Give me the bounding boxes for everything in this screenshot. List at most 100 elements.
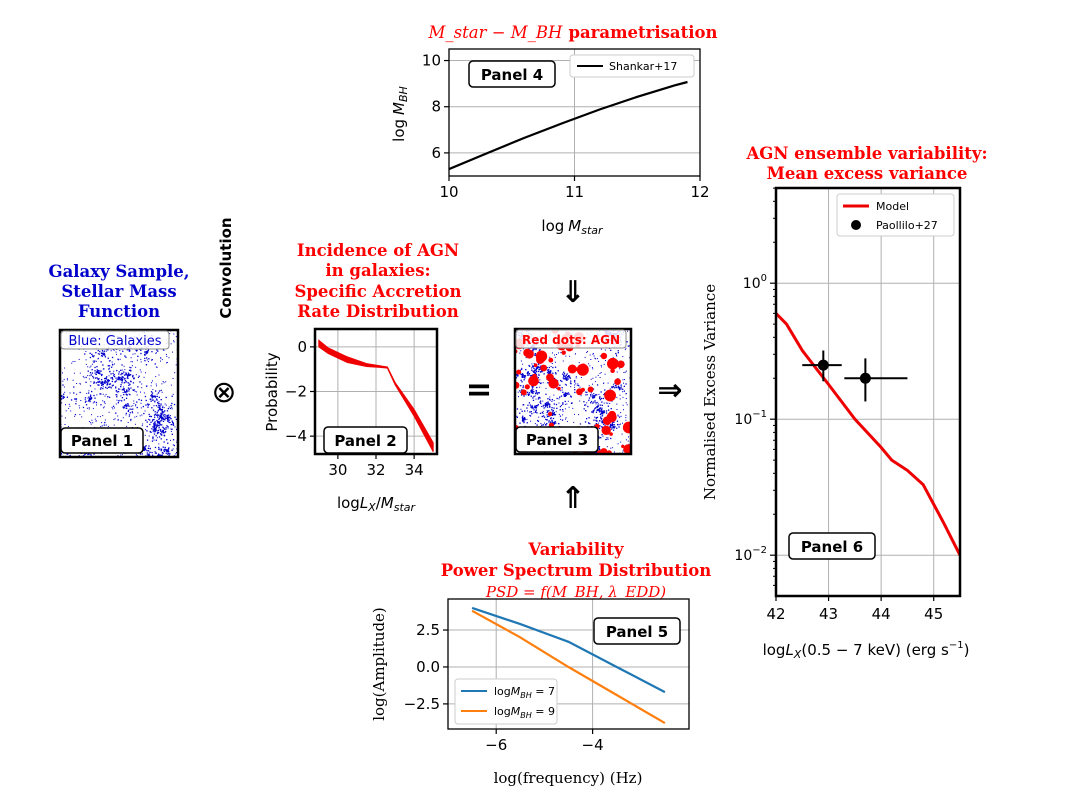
galaxy-dot xyxy=(123,389,125,391)
galaxy-dot xyxy=(119,350,121,352)
galaxy-dot xyxy=(538,366,540,368)
galaxy-header-line-2: Stellar Mass xyxy=(61,282,176,301)
galaxy-dot xyxy=(531,374,533,377)
panel-3: Red dots: AGN Panel 3 xyxy=(510,327,633,456)
galaxy-dot xyxy=(161,454,163,456)
galaxy-dot xyxy=(120,377,122,379)
galaxy-dot xyxy=(616,355,618,357)
galaxy-dot xyxy=(550,366,552,367)
galaxy-dot xyxy=(57,450,58,451)
galaxy-dot xyxy=(574,391,576,394)
galaxy-dot xyxy=(161,417,163,419)
galaxy-dot xyxy=(559,409,561,411)
galaxy-dot xyxy=(592,368,594,370)
galaxy-dot xyxy=(115,387,117,389)
galaxy-dot xyxy=(146,454,148,456)
x-tick-label: −6 xyxy=(485,736,507,754)
galaxy-dot xyxy=(124,369,126,371)
galaxy-dot xyxy=(160,438,162,440)
agn-dot xyxy=(535,350,548,362)
galaxy-dot xyxy=(111,377,113,379)
galaxy-dot xyxy=(605,360,606,361)
galaxy-dot xyxy=(60,452,62,455)
galaxy-dot xyxy=(564,393,566,395)
galaxy-dot xyxy=(603,411,605,414)
galaxy-dot xyxy=(94,370,96,372)
y-tick-label: 0.0 xyxy=(416,658,440,676)
galaxy-dot xyxy=(558,402,560,404)
galaxy-dot xyxy=(535,372,537,374)
galaxy-dot xyxy=(161,434,163,436)
galaxy-dot xyxy=(164,461,165,462)
galaxy-dot xyxy=(172,422,174,424)
galaxy-dot xyxy=(132,374,134,377)
galaxy-dot xyxy=(87,453,89,456)
galaxy-dot xyxy=(76,383,78,384)
agn-dot xyxy=(614,378,621,386)
galaxy-dot xyxy=(547,401,549,403)
galaxy-dot xyxy=(568,376,570,378)
galaxy-dot xyxy=(151,395,153,398)
galaxy-dot xyxy=(549,371,552,373)
galaxy-dot xyxy=(104,403,106,405)
galaxy-dot xyxy=(154,416,156,418)
galaxy-dot xyxy=(157,401,159,404)
agn-dot xyxy=(617,360,625,369)
galaxy-dot xyxy=(145,353,147,355)
galaxy-dot xyxy=(163,382,165,384)
galaxy-dot xyxy=(548,403,550,405)
galaxy-dot xyxy=(590,400,593,403)
galaxy-dot xyxy=(161,414,163,416)
galaxy-dot xyxy=(93,394,95,397)
panel-3-frame xyxy=(513,327,633,456)
y-axis-label: Normalised Excess Variance xyxy=(701,284,719,500)
galaxy-dot xyxy=(520,369,522,371)
galaxy-dot xyxy=(121,382,123,384)
galaxy-dot xyxy=(170,343,172,345)
galaxy-dot xyxy=(105,424,107,426)
galaxy-dot xyxy=(617,350,619,352)
model-line xyxy=(776,312,960,556)
agn-dot xyxy=(621,444,625,448)
galaxy-dot xyxy=(126,390,128,392)
galaxy-dot xyxy=(568,375,570,377)
galaxy-dot xyxy=(615,384,617,387)
galaxy-dot xyxy=(146,351,149,353)
galaxy-dot xyxy=(538,392,540,394)
galaxy-dot xyxy=(102,368,104,370)
galaxy-dot xyxy=(153,439,155,441)
galaxy-dot xyxy=(78,405,80,407)
galaxy-dot xyxy=(94,360,96,362)
galaxy-dot xyxy=(100,370,102,372)
galaxy-dot xyxy=(526,407,528,409)
y-tick-label: 8 xyxy=(431,98,441,116)
galaxy-dot xyxy=(603,410,605,412)
galaxy-dot xyxy=(125,414,127,416)
galaxy-dot xyxy=(158,448,160,451)
galaxy-dot xyxy=(589,423,591,425)
galaxy-dot xyxy=(510,341,511,342)
galaxy-dot xyxy=(547,403,549,405)
galaxy-dot xyxy=(559,415,562,417)
agn-dot xyxy=(548,378,559,389)
galaxy-dot xyxy=(113,375,116,378)
galaxy-dot xyxy=(174,416,176,418)
galaxy-dot xyxy=(113,424,115,426)
galaxy-dot xyxy=(119,358,121,360)
galaxy-dot xyxy=(148,435,150,437)
galaxy-dot xyxy=(611,424,613,426)
galaxy-dot xyxy=(566,403,568,405)
galaxy-dot xyxy=(522,404,524,406)
galaxy-header: Galaxy Sample, Stellar Mass Function xyxy=(48,262,189,321)
galaxy-dot xyxy=(620,388,622,390)
galaxy-dot xyxy=(139,453,142,455)
galaxy-dot xyxy=(141,387,143,389)
galaxy-dot xyxy=(533,363,535,364)
galaxy-dot xyxy=(599,399,601,401)
galaxy-dot xyxy=(154,411,156,413)
galaxy-dot xyxy=(143,412,145,415)
galaxy-dot xyxy=(160,357,162,359)
galaxy-dot xyxy=(120,384,122,386)
galaxy-dot xyxy=(529,414,531,416)
